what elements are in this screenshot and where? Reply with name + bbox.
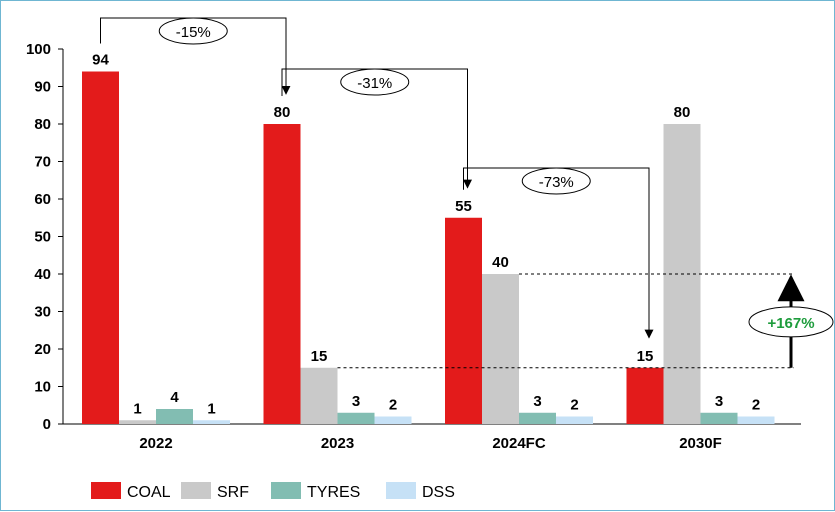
y-tick-label: 90 (34, 79, 51, 96)
bar-srf (482, 274, 519, 424)
data-label: 80 (674, 104, 691, 121)
bar-coal (82, 71, 119, 424)
bar-srf (119, 420, 156, 424)
decrease-label: -31% (357, 75, 392, 92)
y-tick-label: 0 (43, 416, 51, 433)
legend-swatch-srf (181, 482, 211, 499)
increase-bubble (748, 306, 834, 338)
x-tick-label: 2022 (139, 435, 172, 452)
bar-coal (263, 124, 301, 424)
x-tick-label: 2030F (679, 435, 722, 452)
data-label: 55 (455, 198, 472, 215)
data-label: 3 (715, 393, 723, 410)
bar-dss (737, 416, 775, 424)
bar-tyres (519, 412, 556, 424)
legend-swatch-coal (91, 482, 121, 499)
y-tick-label: 80 (34, 116, 51, 133)
decrease-label: -15% (176, 24, 211, 41)
legend-label: COAL (127, 484, 171, 501)
y-tick-label: 10 (34, 379, 51, 396)
data-label: 2 (389, 397, 397, 414)
data-label: 1 (207, 400, 215, 417)
y-tick-label: 60 (34, 191, 51, 208)
y-tick-label: 100 (26, 41, 51, 58)
legend-swatch-tyres (271, 482, 301, 499)
data-label: 80 (274, 104, 291, 121)
legend-label: DSS (422, 484, 455, 501)
y-tick-label: 30 (34, 304, 51, 321)
legend-label: SRF (217, 484, 249, 501)
data-label: 15 (637, 348, 654, 365)
decrease-bubble (521, 167, 591, 195)
data-label: 2 (570, 397, 578, 414)
data-label: 15 (311, 348, 328, 365)
data-label: 1 (133, 400, 141, 417)
bar-dss (374, 416, 412, 424)
bar-tyres (156, 409, 193, 424)
decrease-bubble (340, 68, 410, 96)
bar-coal (445, 217, 482, 424)
y-tick-label: 20 (34, 341, 51, 358)
data-label: 4 (170, 389, 179, 406)
y-tick-label: 50 (34, 229, 51, 246)
data-label: 3 (533, 393, 541, 410)
bar-coal (626, 367, 664, 424)
bar-dss (556, 416, 593, 424)
decrease-label: -73% (539, 174, 574, 191)
x-tick-label: 2023 (321, 435, 354, 452)
y-tick-label: 70 (34, 154, 51, 171)
x-tick-label: 2024FC (492, 435, 546, 452)
data-label: 2 (752, 397, 760, 414)
bar-dss (193, 420, 230, 424)
data-label: 3 (352, 393, 360, 410)
y-tick-label: 40 (34, 266, 51, 283)
bar-srf (300, 367, 338, 424)
increase-label: +167% (767, 315, 814, 332)
data-label: 94 (92, 52, 109, 69)
data-label: 40 (492, 254, 509, 271)
bar-tyres (700, 412, 738, 424)
legend-swatch-dss (386, 482, 416, 499)
legend-label: TYRES (307, 484, 360, 501)
decrease-bubble (158, 17, 228, 45)
bar-tyres (337, 412, 375, 424)
